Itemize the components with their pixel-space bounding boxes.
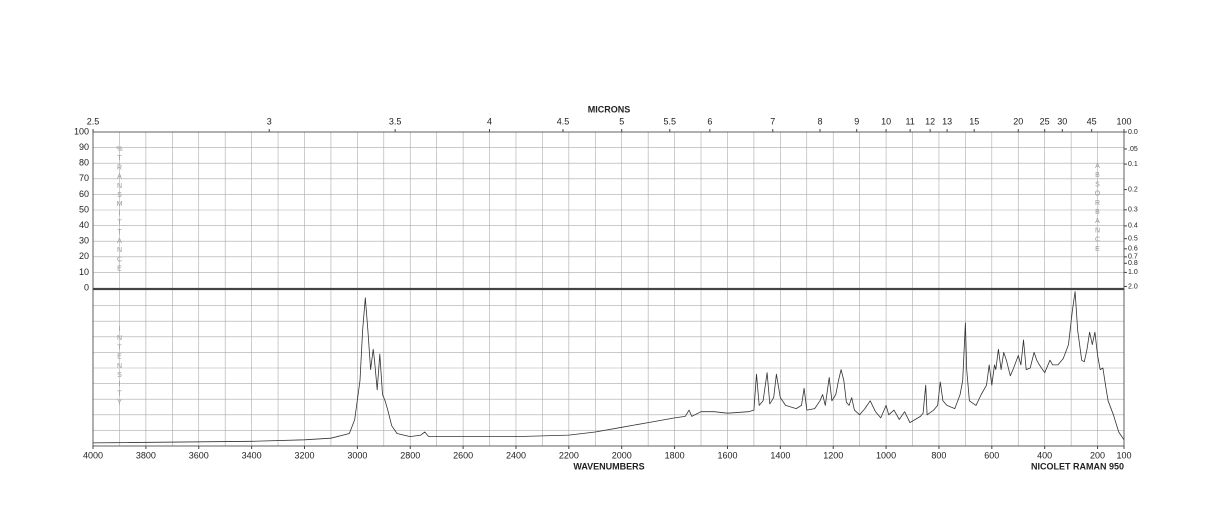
- microns-tick-label: 3: [267, 116, 272, 126]
- x-tick-label: 2200: [559, 450, 579, 460]
- microns-tick-label: 5: [619, 116, 624, 126]
- y2-tick-label: .05: [1128, 146, 1138, 153]
- microns-tick-label: 10: [881, 116, 891, 126]
- microns-tick-label: 13: [942, 116, 952, 126]
- y-tick-label: 0: [84, 282, 89, 292]
- x-tick-label: 800: [931, 450, 946, 460]
- instrument-label: NICOLET RAMAN 950: [1031, 461, 1124, 471]
- y-tick-label: 100: [74, 126, 89, 136]
- y-tick-label: 40: [79, 220, 89, 230]
- microns-tick-label: 11: [905, 116, 914, 126]
- microns-tick-label: 20: [1013, 116, 1023, 126]
- y-tick-label: 90: [79, 142, 89, 152]
- microns-tick-label: 9: [854, 116, 859, 126]
- transmittance-label: %TRANSMITTANCE: [116, 146, 123, 275]
- microns-tick-label: 3.5: [389, 116, 402, 126]
- x-tick-label: 1600: [717, 450, 737, 460]
- microns-tick-label: 4.5: [557, 116, 570, 126]
- x-tick-label: 1400: [770, 450, 790, 460]
- y-tick-label: 60: [79, 189, 89, 199]
- x-tick-label: 2600: [453, 450, 473, 460]
- x-tick-label: 1800: [665, 450, 685, 460]
- y2-tick-label: 1.0: [1128, 269, 1138, 276]
- microns-tick-label: 4: [487, 116, 492, 126]
- y2-tick-label: 0.4: [1128, 223, 1138, 230]
- y-tick-label: 50: [79, 204, 89, 214]
- y2-tick-label: 0.0: [1128, 129, 1138, 136]
- x-tick-label: 2000: [612, 450, 632, 460]
- y2-tick-label: 0.6: [1128, 246, 1138, 253]
- y-tick-label: 80: [79, 158, 89, 168]
- y-tick-label: 10: [79, 267, 89, 277]
- microns-tick-label: 7: [770, 116, 775, 126]
- spectrum-line: [92, 291, 1125, 444]
- microns-tick-label: 100: [1116, 116, 1131, 126]
- x-tick-label: 100: [1116, 450, 1131, 460]
- x-tick-label: 3200: [294, 450, 314, 460]
- microns-tick-label: 30: [1057, 116, 1067, 126]
- panel-divider: [93, 288, 1124, 290]
- y-tick-label: 20: [79, 251, 89, 261]
- microns-tick-label: 15: [969, 116, 979, 126]
- x-tick-label: 600: [984, 450, 999, 460]
- x-tick-label: 2400: [506, 450, 526, 460]
- x-axis-title: WAVENUMBERS: [573, 461, 644, 471]
- microns-title: MICRONS: [588, 104, 631, 114]
- y2-tick-label: 0.8: [1128, 260, 1138, 267]
- x-tick-label: 200: [1090, 450, 1105, 460]
- y-tick-label: 30: [79, 236, 89, 246]
- x-tick-label: 4000: [83, 450, 103, 460]
- microns-tick-label: 6: [707, 116, 712, 126]
- intensity-label: INTENSITY: [116, 326, 123, 409]
- y2-tick-label: 0.1: [1128, 161, 1138, 168]
- y2-tick-label: 2.0: [1128, 283, 1138, 290]
- x-tick-label: 1200: [823, 450, 843, 460]
- microns-tick-label: 5.5: [664, 116, 677, 126]
- x-tick-label: 3000: [347, 450, 367, 460]
- microns-tick-label: 8: [817, 116, 822, 126]
- microns-tick-label: 45: [1087, 116, 1097, 126]
- x-tick-label: 2800: [400, 450, 420, 460]
- absorbance-label: ABSORBANCE: [1094, 163, 1101, 255]
- x-tick-label: 3800: [136, 450, 156, 460]
- y2-tick-label: 0.5: [1128, 236, 1138, 243]
- microns-tick-label: 12: [925, 116, 935, 126]
- microns-tick-label: 25: [1040, 116, 1050, 126]
- x-tick-label: 1000: [876, 450, 896, 460]
- y-tick-label: 70: [79, 173, 89, 183]
- y2-tick-label: 0.3: [1128, 207, 1138, 214]
- y2-tick-label: 0.7: [1128, 254, 1138, 261]
- x-tick-label: 3400: [242, 450, 262, 460]
- x-tick-label: 3600: [189, 450, 209, 460]
- microns-tick-label: 2.5: [87, 116, 100, 126]
- x-tick-label: 400: [1037, 450, 1052, 460]
- y2-tick-label: 0.2: [1128, 186, 1138, 193]
